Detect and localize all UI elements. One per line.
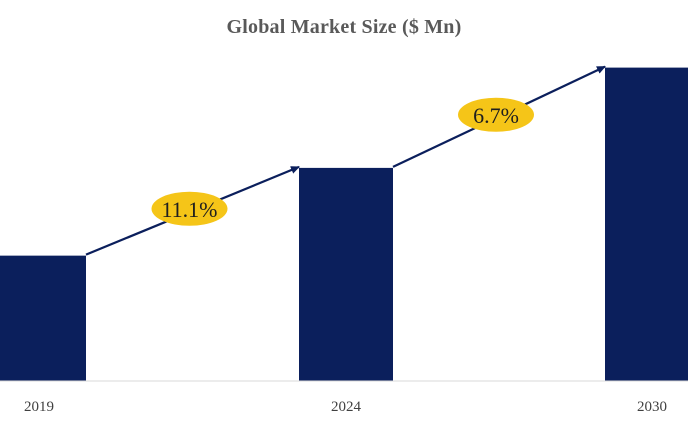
x-tick-label-2019: 2019 xyxy=(24,399,54,415)
cagr-badge-shape xyxy=(151,191,228,226)
chart-title: Global Market Size ($ Mn) xyxy=(226,16,462,38)
cagr-badge-2019-2024: 11.1% xyxy=(151,191,228,226)
bar-2024 xyxy=(299,167,393,381)
bar-2019 xyxy=(0,255,86,381)
cagr-badge-2024-2030: 6.7% xyxy=(458,97,534,132)
cagr-label: 6.7% xyxy=(473,103,519,128)
cagr-label: 11.1% xyxy=(161,197,217,222)
x-tick-label-2030: 2030 xyxy=(637,399,667,415)
bar-2030 xyxy=(605,67,688,381)
x-tick-label-2024: 2024 xyxy=(331,399,362,415)
cagr-badge-shape xyxy=(458,97,534,132)
